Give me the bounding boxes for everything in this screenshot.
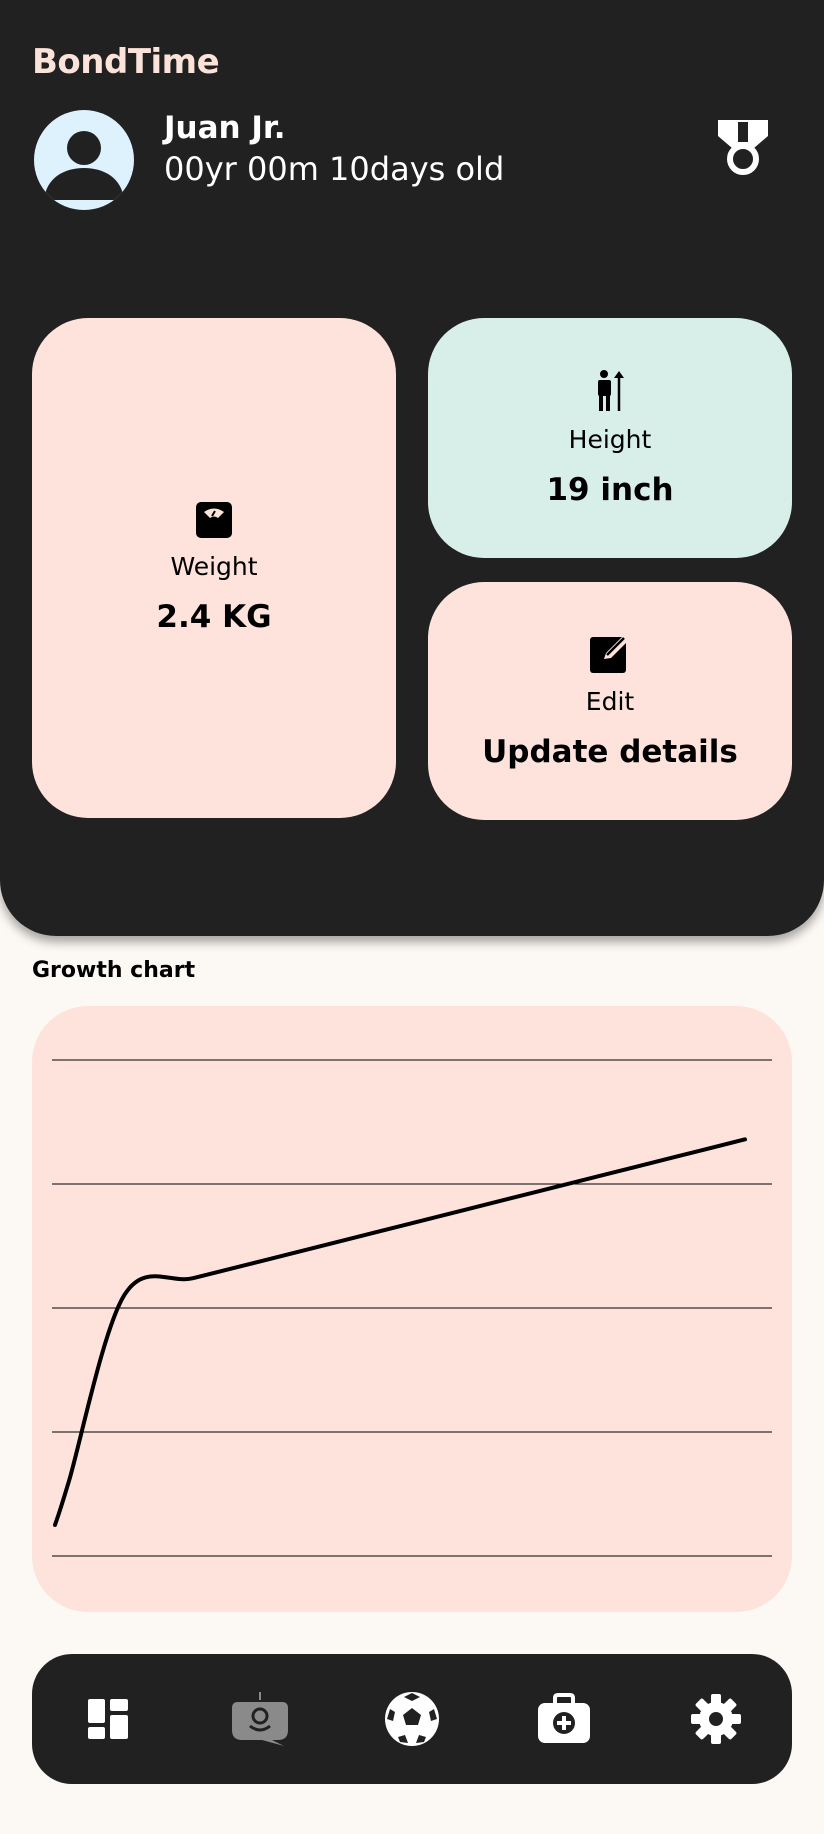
medical-kit-icon	[538, 1693, 590, 1743]
soccer-ball-icon	[385, 1692, 439, 1746]
edit-icon	[590, 634, 629, 673]
edit-label: Edit	[585, 686, 635, 716]
nav-settings[interactable]	[676, 1679, 756, 1759]
gear-icon	[691, 1694, 741, 1744]
growth-chart-title: Growth chart	[32, 958, 196, 983]
growth-chart	[32, 1006, 792, 1612]
update-details-button[interactable]: Edit Update details	[428, 582, 792, 820]
weight-value: 2.4 KG	[156, 598, 272, 635]
medal-icon[interactable]	[716, 116, 770, 178]
chatbot-icon	[232, 1692, 288, 1746]
height-card[interactable]: Height 19 inch	[428, 318, 792, 558]
weight-scale-icon	[196, 501, 232, 538]
height-label: Height	[568, 424, 652, 454]
child-age: 00yr 00m 10days old	[164, 150, 505, 188]
weight-card[interactable]: Weight 2.4 KG	[32, 318, 396, 818]
app-title: BondTime	[32, 42, 220, 82]
height-value: 19 inch	[546, 471, 674, 508]
edit-value: Update details	[482, 733, 738, 770]
weight-label: Weight	[170, 551, 258, 581]
nav-health[interactable]	[524, 1679, 604, 1759]
growth-chart-plot	[52, 1059, 772, 1557]
dashboard-icon	[88, 1699, 128, 1739]
profile-header: BondTime Juan Jr. 00yr 00m 10days old We…	[0, 0, 824, 936]
person-avatar-icon[interactable]	[34, 110, 166, 210]
nav-dashboard[interactable]	[68, 1679, 148, 1759]
height-measure-icon	[598, 369, 624, 411]
child-name: Juan Jr.	[164, 110, 286, 146]
growth-series-line	[53, 1137, 747, 1527]
nav-assistant[interactable]	[220, 1679, 300, 1759]
bottom-navigation	[32, 1654, 792, 1784]
nav-activities[interactable]	[372, 1679, 452, 1759]
